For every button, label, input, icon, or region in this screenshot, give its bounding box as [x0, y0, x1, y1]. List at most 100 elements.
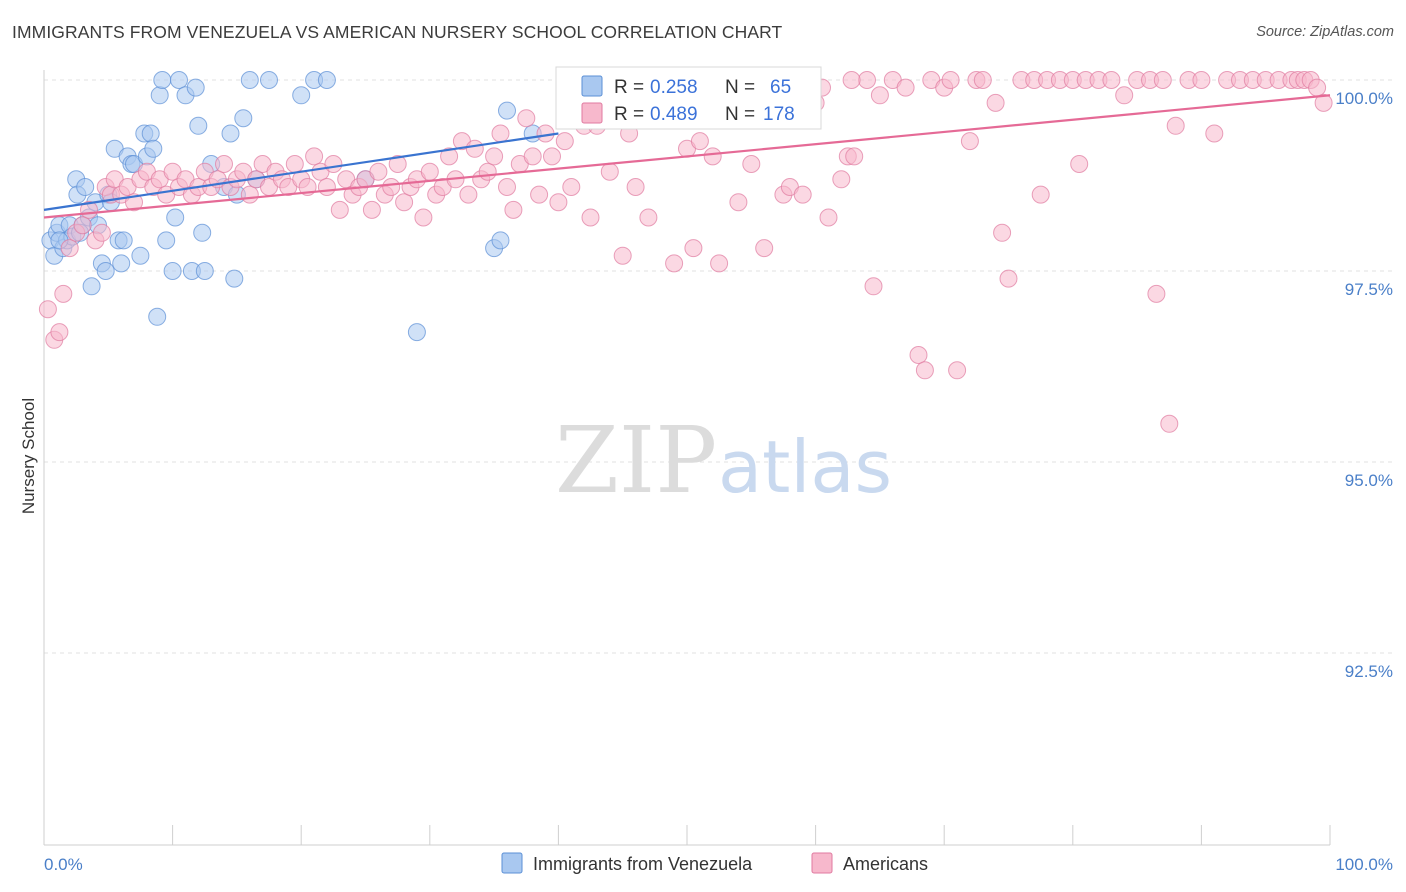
americans-point-88 [600, 162, 619, 181]
venezuela-point-50 [234, 109, 253, 128]
venezuela-point-44 [195, 262, 214, 280]
y-tick-label-1: 97.5% [1345, 280, 1393, 299]
americans-point-70 [478, 162, 497, 181]
venezuela-point-61 [498, 101, 516, 120]
americans-point-126 [948, 361, 967, 380]
venezuela-point-60 [491, 231, 510, 250]
americans-point-71 [485, 147, 504, 166]
americans-point-92 [639, 208, 658, 227]
americans-point-142 [1102, 71, 1121, 89]
venezuela-point-58 [407, 323, 426, 342]
venezuela-point-36 [163, 262, 182, 280]
americans-point-43 [305, 147, 324, 166]
venezuela-point-53 [260, 71, 278, 89]
americans-point-76 [517, 109, 536, 128]
americans-point-151 [1205, 124, 1224, 143]
chart-title: IMMIGRANTS FROM VENEZUELA VS AMERICAN NU… [12, 22, 783, 42]
americans-point-117 [864, 277, 883, 296]
venezuela-point-22 [112, 254, 131, 273]
americans-point-163 [1147, 284, 1166, 303]
americans-point-122 [915, 361, 934, 380]
americans-point-55 [382, 178, 401, 196]
americans-point-73 [498, 178, 516, 196]
venezuela-point-17 [96, 262, 115, 280]
americans-trend-line [43, 94, 1331, 219]
venezuela-point-37 [166, 208, 185, 227]
americans-point-82 [555, 132, 574, 151]
venezuela-point-33 [150, 86, 169, 105]
venezuela-point-42 [189, 116, 208, 135]
source-label: Source: ZipAtlas.com [1256, 24, 1394, 40]
americans-point-98 [690, 132, 709, 151]
americans-point-6 [73, 216, 92, 235]
legend-n-value-1: 178 [763, 104, 795, 125]
americans-point-45 [317, 178, 336, 196]
americans-point-147 [1160, 414, 1179, 433]
americans-point-86 [581, 208, 600, 227]
americans-point-121 [909, 346, 928, 364]
americans-point-33 [240, 185, 259, 204]
series-venezuela-points [41, 71, 542, 342]
americans-point-109 [793, 185, 812, 204]
americans-point-103 [742, 155, 761, 173]
x-tick-label-max: 100.0% [1335, 855, 1393, 874]
americans-point-150 [1192, 71, 1211, 89]
americans-point-57 [395, 193, 414, 212]
legend-n-label-1: N = [725, 104, 755, 125]
y-tick-label-2: 95.0% [1345, 471, 1393, 490]
y-tick-labels: 100.0% 97.5% 95.0% 92.5% [1335, 89, 1393, 681]
venezuela-point-56 [317, 71, 336, 89]
americans-point-91 [626, 178, 645, 196]
americans-point-116 [858, 71, 876, 89]
americans-point-102 [729, 193, 748, 212]
series-americans-points [38, 71, 1333, 433]
americans-point-53 [369, 162, 388, 181]
x-tick-marks [172, 825, 1331, 845]
americans-point-3 [54, 284, 73, 303]
y-tick-label-0: 100.0% [1335, 89, 1393, 108]
bottom-legend-swatch-americans [811, 852, 833, 874]
americans-point-67 [459, 185, 478, 204]
venezuela-point-23 [114, 231, 133, 250]
bottom-legend-label-venezuela: Immigrants from Venezuela [533, 854, 753, 874]
americans-point-47 [330, 200, 349, 219]
americans-point-112 [819, 208, 838, 227]
venezuela-point-35 [157, 231, 176, 250]
watermark: ZIP atlas [555, 407, 892, 514]
americans-point-113 [832, 170, 851, 189]
americans-point-64 [440, 147, 459, 166]
americans-point-164 [842, 71, 861, 89]
americans-point-100 [710, 254, 729, 273]
bottom-legend-label-americans: Americans [843, 854, 928, 874]
americans-point-56 [388, 155, 407, 173]
americans-point-146 [1153, 71, 1172, 89]
y-axis-title: Nursery School [19, 398, 38, 514]
venezuela-point-32 [148, 307, 167, 326]
venezuela-point-38 [170, 71, 188, 89]
americans-point-72 [491, 124, 510, 143]
venezuela-point-30 [141, 124, 160, 143]
venezuela-point-43 [193, 223, 212, 242]
americans-point-95 [665, 254, 684, 273]
americans-point-97 [684, 239, 703, 258]
americans-point-135 [1031, 185, 1050, 204]
americans-point-118 [870, 86, 889, 105]
watermark-zip: ZIP [555, 407, 717, 514]
venezuela-point-41 [186, 78, 205, 97]
legend-r-value-0: 0.258 [650, 77, 698, 98]
americans-point-77 [523, 147, 542, 166]
americans-point-129 [973, 71, 992, 89]
americans-point-74 [504, 200, 523, 219]
legend-r-value-1: 0.489 [650, 104, 698, 125]
legend-n-label-0: N = [725, 77, 755, 98]
americans-point-127 [960, 132, 979, 151]
americans-point-60 [414, 208, 433, 227]
venezuela-point-31 [144, 139, 163, 158]
americans-point-29 [215, 155, 233, 173]
legend-r-label-0: R = [614, 77, 644, 98]
americans-point-46 [324, 155, 343, 173]
americans-point-125 [941, 71, 960, 89]
watermark-atlas: atlas [718, 425, 892, 509]
americans-point-148 [1166, 116, 1185, 135]
